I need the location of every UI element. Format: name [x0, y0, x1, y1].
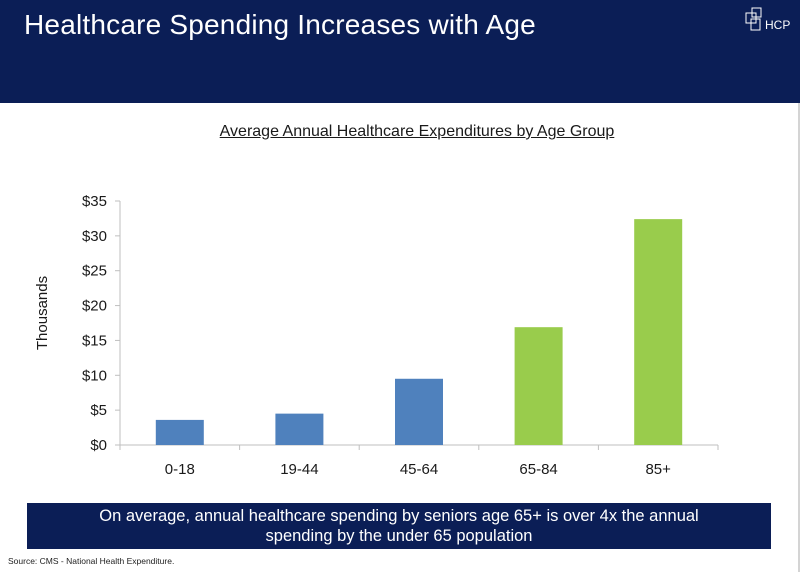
callout-box: On average, annual healthcare spending b… [27, 503, 771, 549]
x-tick-label: 85+ [645, 461, 671, 478]
logo-text: HCP [765, 18, 791, 32]
chart-bars [155, 219, 683, 445]
y-tick-label: $35 [82, 193, 107, 210]
bar-chart: $0 $5 $10 $15 $20 $25 $30 $35 0-18 19-44 45-64 65-… [34, 193, 719, 478]
bar-45-64 [395, 378, 443, 445]
right-border [798, 103, 800, 572]
y-tick-label: $20 [82, 298, 107, 315]
y-axis-title: Thousands [34, 276, 51, 350]
y-tick-label: $0 [90, 437, 107, 454]
y-tick-label: $25 [82, 263, 107, 280]
chart-title: Average Annual Healthcare Expenditures b… [219, 123, 615, 140]
bar-85+ [634, 219, 683, 445]
source-note: Source: CMS - National Health Expenditur… [8, 556, 175, 566]
header-banner: Healthcare Spending Increases with Age H… [0, 0, 800, 103]
x-tick-label: 65-84 [519, 461, 557, 478]
y-tick-label: $5 [90, 402, 107, 419]
x-tick-label: 0-18 [165, 461, 195, 478]
bar-19-44 [275, 413, 324, 445]
bar-0-18 [155, 419, 204, 445]
y-tick-labels: $0 $5 $10 $15 $20 $25 $30 $35 [82, 193, 107, 454]
bar-65-84 [514, 327, 563, 445]
y-tick-label: $10 [82, 367, 107, 384]
page-title: Healthcare Spending Increases with Age [24, 9, 536, 40]
x-tick-labels: 0-18 19-44 45-64 65-84 85+ [165, 461, 671, 478]
hcp-logo: HCP [744, 7, 796, 37]
y-tick-label: $30 [82, 228, 107, 245]
logo-squares-icon [745, 7, 762, 31]
y-tick-label: $15 [82, 332, 107, 349]
x-tick-label: 45-64 [400, 461, 438, 478]
x-tick-label: 19-44 [280, 461, 318, 478]
